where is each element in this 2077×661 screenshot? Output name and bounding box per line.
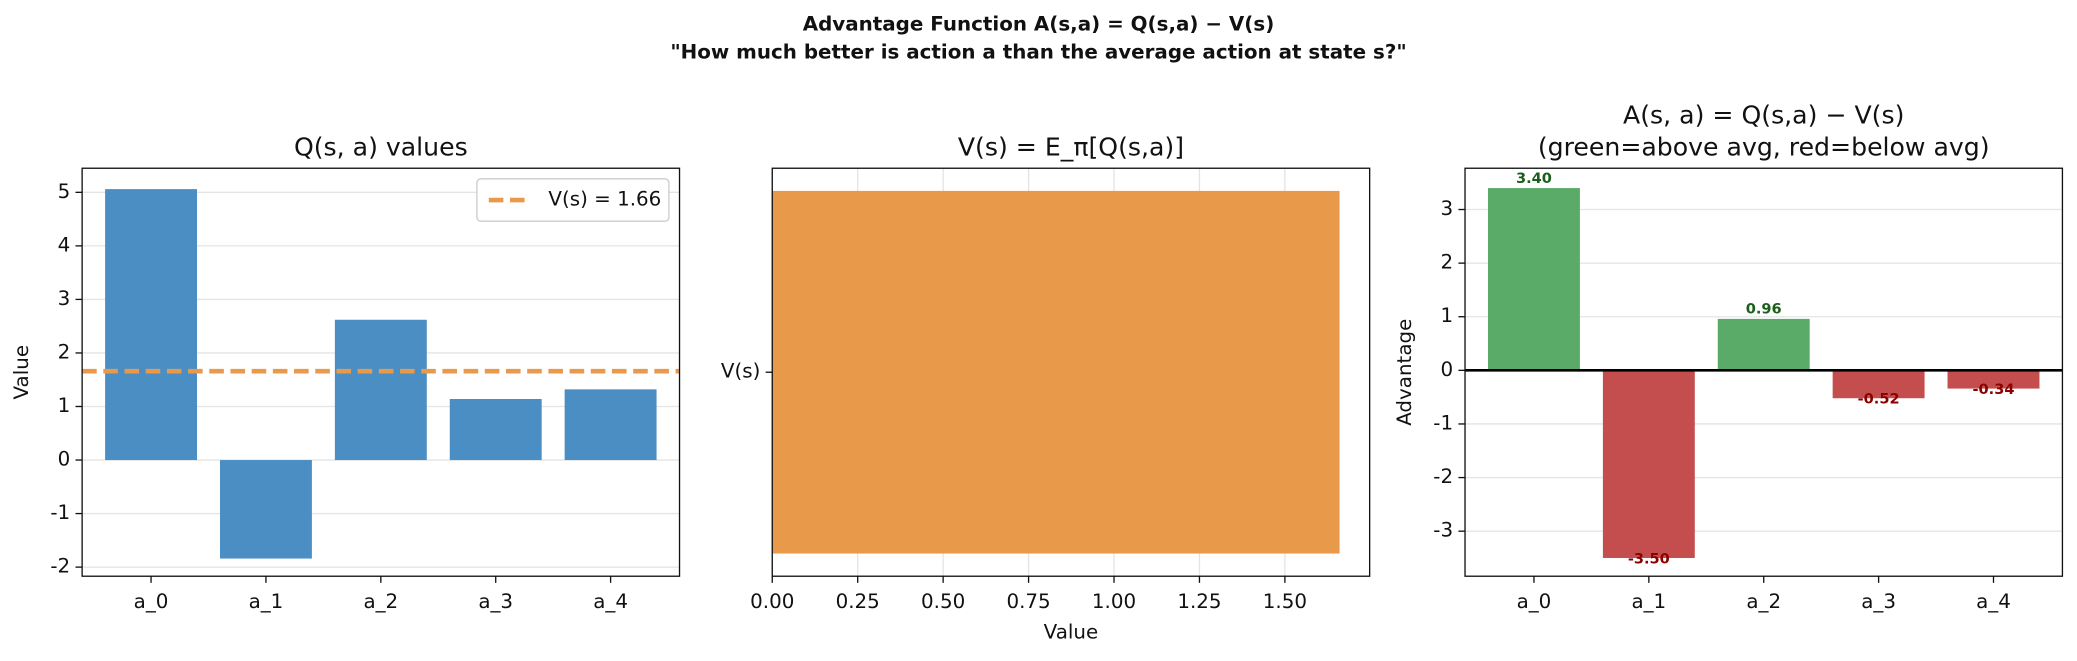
value-label: -0.34 (1973, 381, 2015, 398)
x-axis-label: Value (1044, 621, 1099, 644)
x-tick-label: a_4 (593, 590, 628, 613)
x-tick-label: 1.50 (1263, 590, 1307, 613)
y-tick-label: 4 (58, 233, 71, 256)
legend-label: V(s) = 1.66 (548, 188, 661, 211)
y-tick-label: 1 (58, 394, 71, 417)
y-tick-label: 0 (1440, 358, 1453, 381)
legend-box (476, 178, 670, 222)
y-tick-label: 0 (58, 448, 71, 471)
bar (1602, 370, 1695, 558)
y-tick-label: 5 (58, 180, 71, 203)
y-tick-label: -1 (50, 501, 70, 524)
value-label: -0.52 (1858, 391, 1900, 408)
bar (1488, 188, 1580, 371)
figure-title: Advantage Function A(s,a) = Q(s,a) − V(s… (803, 13, 1275, 36)
y-tick-label: -2 (1433, 465, 1453, 488)
x-tick-label: 0.00 (750, 590, 794, 613)
x-tick-label: a_1 (249, 590, 284, 613)
x-tick-label: a_3 (1861, 590, 1896, 613)
x-tick-label: a_2 (363, 590, 398, 613)
x-tick-label: 0.25 (836, 590, 880, 613)
bar (105, 189, 198, 461)
chart-title: V(s) = E_π[Q(s,a)] (958, 132, 1184, 161)
x-tick-label: a_3 (478, 590, 513, 613)
bar (564, 389, 657, 461)
bar (334, 319, 427, 461)
bar (1947, 370, 2040, 389)
x-tick-label: a_1 (1631, 590, 1666, 613)
x-tick-label: a_4 (1976, 590, 2011, 613)
x-tick-label: a_0 (1517, 590, 1552, 613)
bar (772, 190, 1340, 554)
value-label: 3.40 (1516, 170, 1552, 187)
x-tick-label: a_0 (134, 590, 169, 613)
value-label: 0.96 (1746, 301, 1782, 318)
y-tick-label: -1 (1433, 411, 1453, 434)
y-axis-label: Advantage (1393, 319, 1416, 426)
value-label: -3.50 (1628, 550, 1670, 567)
plot-frame (81, 167, 681, 577)
y-tick-label: -3 (1433, 519, 1453, 542)
bar (219, 460, 312, 559)
x-tick-label: 0.75 (1006, 590, 1050, 613)
bar (1832, 370, 1925, 399)
y-tick-label: 3 (1440, 197, 1453, 220)
y-tick-label: 3 (58, 287, 71, 310)
plot-frame (1464, 167, 2064, 577)
chart-title: Q(s, a) values (294, 132, 468, 161)
x-tick-label: 1.00 (1092, 590, 1136, 613)
y-axis-label: Value (10, 345, 33, 400)
bar (1717, 318, 1810, 371)
plot-frame (771, 167, 1371, 577)
chart-title: A(s, a) = Q(s,a) − V(s) (1623, 101, 1904, 130)
x-tick-label: a_2 (1746, 590, 1781, 613)
x-tick-label: 0.50 (921, 590, 965, 613)
y-tick-label: V(s) (721, 360, 760, 383)
y-tick-label: -2 (50, 555, 70, 578)
x-tick-label: 1.25 (1177, 590, 1221, 613)
figure-subtitle: "How much better is action a than the av… (670, 40, 1406, 63)
y-tick-label: 2 (1440, 251, 1453, 274)
y-tick-label: 1 (1440, 304, 1453, 327)
bar (449, 398, 542, 461)
y-tick-label: 2 (58, 340, 71, 363)
chart-subtitle: (green=above avg, red=below avg) (1538, 132, 1990, 161)
